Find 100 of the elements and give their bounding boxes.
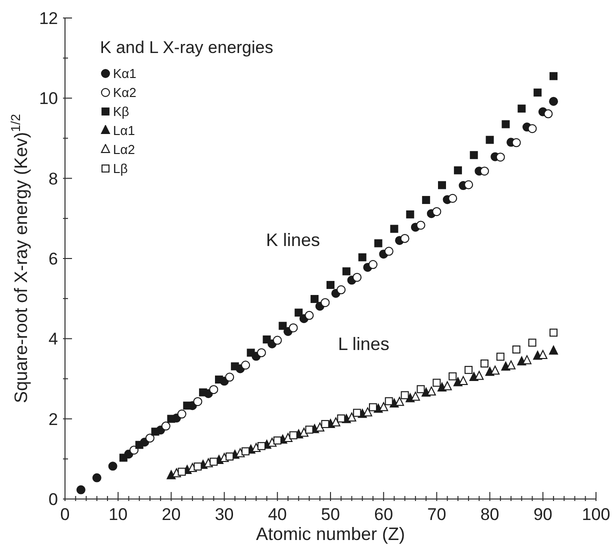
point	[544, 109, 553, 118]
point	[257, 442, 266, 450]
x-tick-label: 0	[60, 505, 70, 524]
point	[130, 446, 139, 455]
x-tick-label: 20	[162, 505, 181, 524]
point	[454, 166, 462, 174]
point	[549, 346, 558, 355]
point	[145, 434, 154, 443]
point	[193, 397, 202, 406]
point	[496, 352, 504, 361]
point	[422, 196, 430, 204]
point	[416, 220, 426, 230]
point	[177, 410, 186, 419]
point	[119, 454, 128, 462]
annotation: L lines	[338, 334, 390, 355]
point	[368, 260, 378, 270]
point	[246, 348, 255, 357]
point	[448, 194, 458, 203]
point	[242, 447, 250, 456]
point	[337, 414, 346, 422]
point	[448, 372, 457, 380]
point	[256, 348, 266, 358]
x-tick-label: 80	[480, 505, 500, 524]
point	[167, 414, 176, 423]
point	[374, 239, 382, 248]
point	[336, 285, 346, 294]
point	[92, 473, 102, 482]
point	[321, 420, 330, 428]
point	[406, 210, 414, 218]
point	[534, 88, 542, 97]
y-tick-label: 12	[39, 9, 58, 28]
point	[384, 397, 393, 406]
x-tick-label: 90	[533, 505, 552, 524]
point	[305, 426, 314, 434]
point	[506, 360, 516, 370]
point	[400, 391, 409, 400]
point	[480, 360, 488, 368]
legend-label: Lα1	[113, 123, 135, 138]
point	[320, 298, 330, 308]
point	[549, 96, 558, 106]
point	[288, 323, 298, 332]
point	[550, 328, 558, 337]
point	[353, 408, 362, 417]
point	[294, 308, 303, 317]
point	[368, 403, 377, 412]
point	[379, 402, 388, 412]
point	[278, 322, 287, 330]
point	[470, 151, 478, 160]
y-tick-label: 10	[39, 89, 58, 108]
legend-label: Kα1	[113, 66, 136, 81]
point	[528, 124, 537, 134]
legend-label: Kα2	[113, 85, 136, 100]
point	[550, 72, 558, 80]
point	[194, 462, 202, 471]
point	[230, 362, 239, 370]
point	[284, 432, 293, 442]
point	[108, 462, 118, 471]
y-tick-label: 4	[48, 330, 58, 349]
point	[512, 138, 521, 148]
y-tick-label: 8	[48, 169, 58, 188]
point	[432, 207, 442, 216]
point	[262, 335, 271, 344]
legend-title: K and L X-ray energies	[100, 38, 274, 58]
point	[214, 376, 223, 384]
point	[183, 402, 192, 410]
point	[400, 234, 410, 243]
point	[209, 385, 218, 394]
point	[304, 310, 314, 320]
x-tick-label: 70	[427, 505, 446, 524]
point	[358, 253, 366, 262]
point	[502, 120, 510, 128]
y-tick-label: 0	[48, 490, 58, 509]
point	[342, 267, 350, 276]
annotation: K lines	[266, 230, 320, 251]
x-tick-label: 40	[268, 505, 287, 524]
point	[528, 338, 536, 347]
x-tick-label: 100	[582, 505, 610, 524]
point	[226, 452, 234, 461]
x-tick-label: 50	[321, 505, 340, 524]
point	[135, 440, 144, 449]
point	[161, 422, 170, 431]
point	[273, 436, 282, 444]
point	[395, 396, 404, 406]
point	[486, 136, 494, 144]
point	[225, 372, 234, 382]
point	[464, 366, 473, 374]
point	[438, 181, 446, 190]
point	[210, 458, 218, 466]
x-axis-title: Atomic number (Z)	[256, 524, 406, 544]
point	[310, 294, 319, 303]
point	[241, 360, 250, 370]
point	[432, 378, 441, 387]
point	[390, 224, 398, 233]
legend-label: Lα2	[113, 142, 135, 157]
point	[496, 152, 505, 162]
legend-label: Kβ	[113, 104, 130, 119]
point	[512, 345, 520, 354]
point	[352, 272, 362, 282]
x-tick-label: 60	[374, 505, 394, 524]
point	[272, 336, 282, 345]
